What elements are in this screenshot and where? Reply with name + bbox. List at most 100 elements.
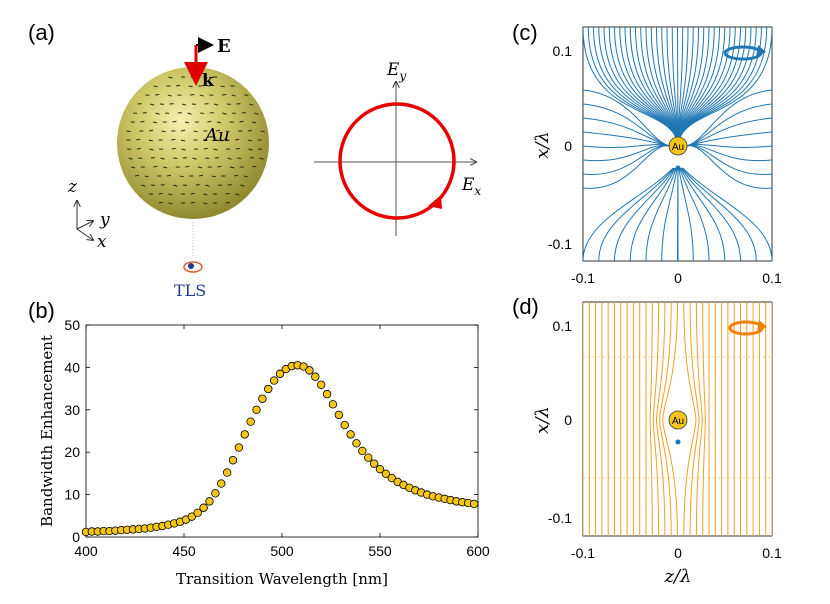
field-line	[640, 27, 678, 139]
ytick-d-0: 0.1	[553, 318, 573, 334]
chart-ylabel: Bandwidth Enhancement	[38, 335, 56, 527]
field-line	[655, 302, 666, 536]
field-line	[583, 131, 671, 147]
data-point	[469, 499, 479, 509]
xtick-label: 550	[368, 543, 392, 559]
field-line	[608, 27, 678, 139]
field-line	[679, 167, 710, 261]
field-line	[679, 167, 726, 261]
data-point	[240, 430, 249, 439]
data-point	[187, 512, 197, 521]
ytick-d-2: -0.1	[548, 510, 572, 526]
data-point	[375, 464, 385, 474]
field-line	[635, 27, 678, 139]
field-line	[583, 89, 671, 147]
field-line	[661, 167, 678, 261]
ytick-c-0: 0.1	[553, 43, 573, 59]
field-line	[677, 27, 689, 139]
data-point	[246, 417, 255, 426]
field-line	[598, 167, 675, 261]
panel-label-d: (d)	[512, 294, 539, 319]
rotation-arrowhead-d	[757, 320, 767, 332]
data-point	[199, 503, 208, 512]
xtick-label: 450	[172, 543, 196, 559]
field-line	[678, 167, 694, 261]
au-particle-label-d: Au	[672, 416, 684, 427]
data-point	[258, 394, 267, 403]
ytick-label: 10	[64, 487, 80, 503]
data-point	[346, 430, 355, 439]
ylabel-d: x/λ	[532, 406, 553, 434]
panel-label-b: (b)	[28, 298, 55, 323]
field-line	[593, 27, 677, 139]
axis-y-label: y	[99, 210, 110, 230]
field-line	[695, 302, 703, 536]
xtick-label: 500	[270, 543, 294, 559]
data-point	[381, 469, 391, 479]
field-line	[614, 167, 676, 261]
axis-x-label: x	[97, 232, 107, 252]
ex-label: Ex	[461, 175, 481, 198]
au-particle-d	[668, 410, 688, 430]
field-line	[702, 302, 706, 536]
chart-frame	[85, 324, 479, 538]
field-line	[682, 167, 772, 261]
field-lines-panel-c: Au 0.1 0 -0.1 -0.1 0 0.1 x/λ	[532, 26, 782, 286]
field-line	[645, 167, 677, 261]
tls-dot-c	[675, 165, 681, 171]
ey-label: Ey	[386, 60, 406, 83]
data-point	[217, 479, 226, 488]
tls-emitter: TLS	[174, 261, 206, 300]
ytick-label: 50	[64, 317, 80, 333]
ytick-label: 20	[64, 444, 80, 460]
xtick-c-2: 0.1	[762, 270, 782, 286]
panel-label-c: (c)	[512, 20, 538, 45]
gold-sphere: Au	[117, 67, 269, 219]
data-point	[369, 459, 379, 468]
field-line	[583, 167, 674, 261]
data-point	[328, 400, 338, 409]
ytick-label: 40	[64, 359, 80, 375]
field-line	[629, 167, 677, 261]
incident-field-arrows: E k	[184, 36, 231, 91]
data-point	[299, 362, 308, 371]
polarization-diagram: Ey Ex	[314, 60, 481, 236]
data-point	[352, 439, 361, 448]
field-line	[681, 167, 757, 261]
tls-label: TLS	[174, 281, 206, 300]
xtick-c-0: -0.1	[571, 270, 595, 286]
sphere-material-label: Au	[203, 125, 230, 146]
field-line	[677, 27, 694, 139]
xlabel-d: z/λ	[664, 566, 692, 587]
field-lines-d	[583, 302, 772, 536]
field-lines-c	[583, 27, 772, 261]
circular-polarization-circle	[338, 102, 456, 220]
data-point	[387, 473, 396, 483]
surface-field-dashes	[126, 75, 265, 205]
xtick-c-1: 0	[674, 270, 682, 286]
data-point	[211, 489, 220, 498]
data-point	[269, 376, 279, 385]
field-line	[689, 302, 700, 536]
panel-label-a: (a)	[28, 20, 55, 45]
xtick-d-0: -0.1	[571, 545, 595, 561]
field-line	[680, 167, 741, 261]
field-line	[659, 302, 672, 536]
data-point	[322, 389, 332, 399]
xtick-d-2: 0.1	[762, 545, 782, 561]
field-line	[583, 145, 671, 189]
e-vector-label: E	[217, 36, 231, 57]
data-point	[205, 497, 214, 506]
xtick-label: 400	[74, 543, 98, 559]
data-point	[340, 420, 349, 430]
data-point	[228, 456, 238, 465]
au-particle-c	[668, 136, 688, 156]
field-line	[624, 27, 678, 139]
data-point	[275, 369, 285, 378]
field-lines-panel-d: Au 0.1 0 -0.1 -0.1 0 0.1 x/λ z/λ	[532, 301, 782, 587]
data-point	[222, 468, 232, 477]
rotation-arrowhead-c	[756, 45, 766, 57]
field-line	[685, 145, 772, 189]
data-point	[234, 443, 244, 452]
ytick-label: 30	[64, 402, 80, 418]
